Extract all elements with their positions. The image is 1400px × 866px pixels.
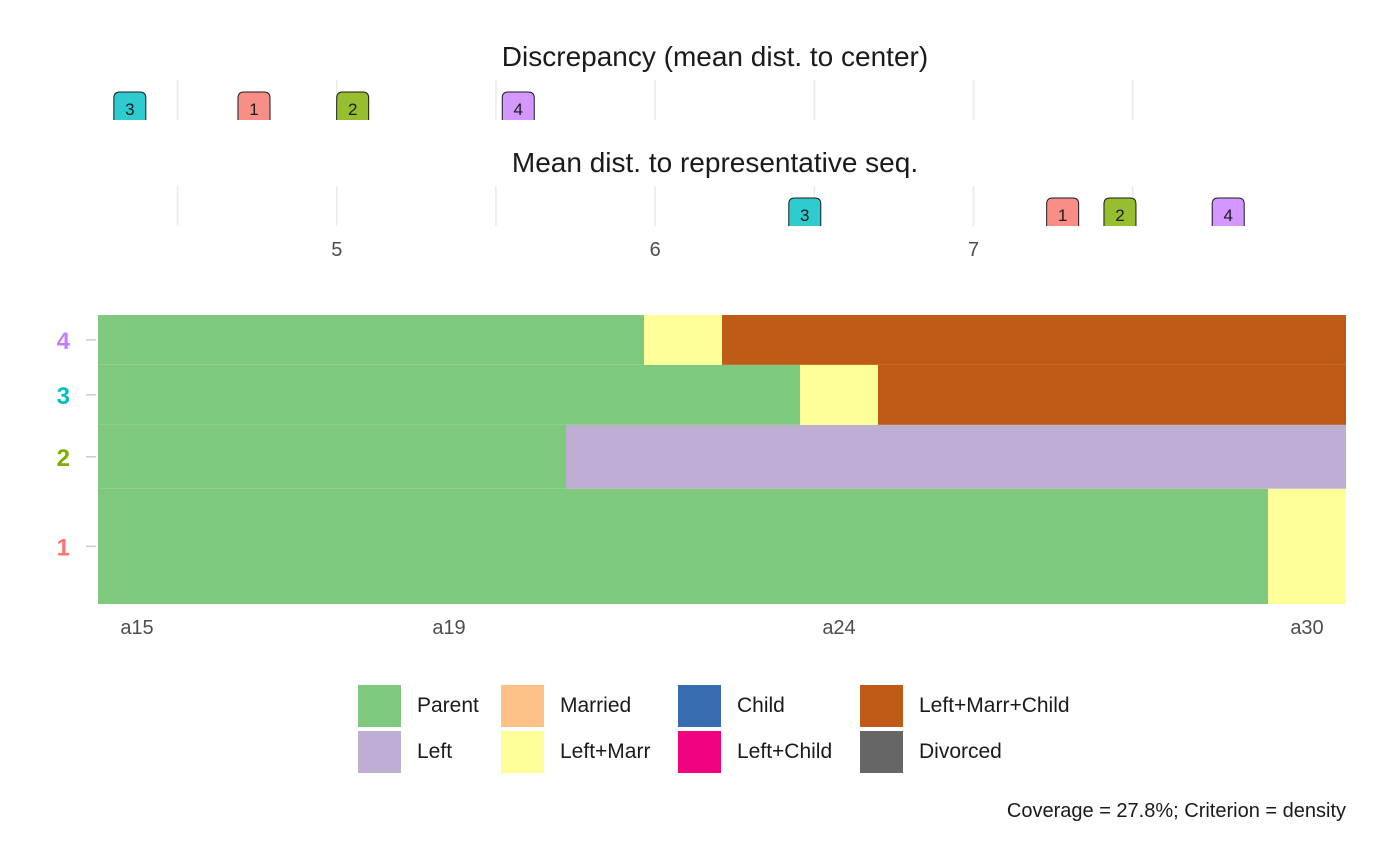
- discrepancy-marker-label-1: 1: [249, 100, 258, 119]
- discrepancy-marker-label-3: 3: [125, 100, 134, 119]
- mean-dist-title: Mean dist. to representative seq.: [512, 147, 918, 178]
- x-label-a24: a24: [822, 617, 855, 639]
- legend-swatch: [500, 684, 545, 728]
- legend-swatch: [357, 730, 402, 774]
- legend-swatch: [859, 730, 904, 774]
- y-label-3: 3: [57, 383, 70, 410]
- sequence-1-segment-0: [98, 488, 1268, 604]
- x-label-a30: a30: [1290, 617, 1323, 639]
- mean-dist-marker-2: 2: [1103, 197, 1137, 226]
- discrepancy-marker-2: 2: [336, 91, 370, 120]
- legend-label: Left: [417, 740, 453, 763]
- legend-label: Divorced: [919, 740, 1002, 763]
- legend-label: Left+Child: [737, 740, 833, 763]
- sequence-4-segment-2: [722, 315, 1346, 365]
- discrepancy-marker-label-4: 4: [514, 100, 523, 119]
- discrepancy-title: Discrepancy (mean dist. to center): [502, 41, 928, 72]
- sequence-x-axis: a15 a19 a24 a30: [120, 617, 1323, 639]
- sequence-panel: 1 2 3 4 a15 a19 a24 a30: [57, 315, 1346, 639]
- legend-item: Left: [357, 729, 452, 775]
- legend-label: Left+Marr: [560, 740, 651, 763]
- discrepancy-panel: Discrepancy (mean dist. to center) 3 1 2 4: [113, 41, 1134, 120]
- legend-item: Parent: [357, 683, 479, 729]
- sequence-3-segment-1: [800, 364, 878, 425]
- x-label-a19: a19: [432, 617, 465, 639]
- sequence-4-segment-0: [98, 315, 644, 365]
- y-label-1: 1: [57, 534, 70, 561]
- sequence-y-axis: 1 2 3 4: [57, 328, 96, 561]
- mean-dist-marker-3: 3: [788, 197, 822, 226]
- legend-item: Left+Marr+Child: [859, 683, 1070, 729]
- mean-dist-markers: 3 1 2 4: [788, 197, 1245, 226]
- sequence-1-segment-1: [1268, 488, 1346, 604]
- legend-swatch: [859, 684, 904, 728]
- mean-dist-marker-label-4: 4: [1223, 206, 1232, 225]
- mean-dist-marker-box-1: [1046, 197, 1080, 226]
- sequence-3-segment-0: [98, 364, 800, 425]
- legend-item: Left+Marr: [500, 729, 650, 775]
- legend-item: Divorced: [859, 729, 1002, 775]
- legend-swatch: [500, 730, 545, 774]
- legend-item: Child: [677, 683, 785, 729]
- discrepancy-gridlines: [176, 80, 1134, 120]
- legend-label: Left+Marr+Child: [919, 694, 1070, 717]
- mean-dist-tick-7: 7: [968, 239, 979, 261]
- mean-dist-tick-labels: 5 6 7: [331, 239, 979, 261]
- mean-dist-tick-6: 6: [650, 239, 661, 261]
- legend-label: Married: [560, 694, 632, 717]
- discrepancy-marker-box-4: [501, 91, 535, 120]
- legend-label: Child: [737, 694, 785, 717]
- mean-dist-marker-box-2: [1103, 197, 1137, 226]
- y-label-4: 4: [57, 328, 71, 355]
- mean-dist-marker-box-4: [1211, 197, 1245, 226]
- mean-dist-marker-1: 1: [1046, 197, 1080, 226]
- mean-dist-marker-4: 4: [1211, 197, 1245, 226]
- discrepancy-marker-4: 4: [501, 91, 535, 120]
- legend-swatch: [677, 730, 722, 774]
- legend-swatch: [677, 684, 722, 728]
- caption: Coverage = 27.8%; Criterion = density: [1006, 800, 1346, 822]
- legend-item: Left+Child: [677, 729, 832, 775]
- mean-dist-gridlines: [176, 186, 1134, 226]
- sequence-bars: [98, 315, 1346, 604]
- discrepancy-markers: 3 1 2 4: [113, 91, 535, 120]
- mean-dist-marker-label-2: 2: [1115, 206, 1124, 225]
- legend: Parent Left Married Left+Marr Child Left+Chil…: [357, 683, 1117, 775]
- discrepancy-marker-box-2: [336, 91, 370, 120]
- discrepancy-marker-1: 1: [237, 91, 271, 120]
- legend-item: Married: [500, 683, 631, 729]
- discrepancy-marker-3: 3: [113, 91, 147, 120]
- discrepancy-marker-label-2: 2: [348, 100, 357, 119]
- mean-dist-marker-box-3: [788, 197, 822, 226]
- sequence-2-segment-1: [566, 424, 1346, 489]
- discrepancy-marker-box-3: [113, 91, 147, 120]
- legend-swatch: [357, 684, 402, 728]
- mean-dist-panel: Mean dist. to representative seq. 3 1 2 4 5…: [176, 147, 1245, 261]
- sequence-3-segment-2: [878, 364, 1346, 425]
- mean-dist-marker-label-1: 1: [1058, 206, 1067, 225]
- legend-label: Parent: [417, 694, 479, 717]
- x-label-a15: a15: [120, 617, 153, 639]
- sequence-2-segment-0: [98, 424, 566, 489]
- mean-dist-marker-label-3: 3: [800, 206, 809, 225]
- sequence-4-segment-1: [644, 315, 722, 365]
- discrepancy-marker-box-1: [237, 91, 271, 120]
- mean-dist-tick-5: 5: [331, 239, 342, 261]
- y-label-2: 2: [57, 445, 70, 472]
